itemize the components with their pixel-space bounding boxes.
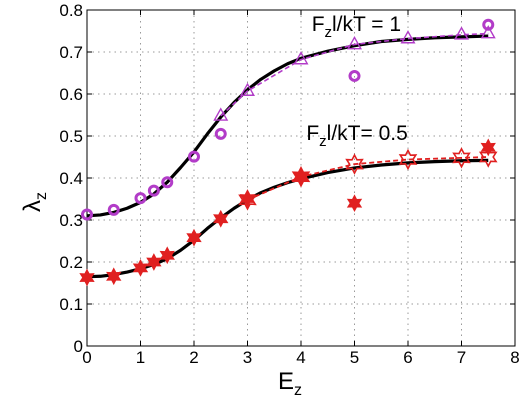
triangle-marker: [480, 25, 496, 39]
filled-star-marker: [132, 259, 149, 277]
filled-star-marker: [159, 246, 175, 265]
y-axis-label: λz: [19, 192, 50, 212]
x-tick-label: 5: [350, 348, 359, 367]
circle-marker: [81, 208, 93, 221]
series-annotation: Fzl/kT= 0.5: [306, 122, 407, 150]
series-filled-stars-0.5: [79, 138, 496, 287]
circle-marker: [214, 127, 227, 140]
y-tick-label: 0.2: [59, 253, 83, 272]
y-tick-label: 0: [74, 337, 83, 356]
x-tick-label: 6: [403, 348, 412, 367]
filled-star-marker: [186, 228, 202, 247]
y-tick-label: 0.7: [59, 43, 83, 62]
series-annotation: Fzl/kT = 1: [312, 13, 401, 41]
y-tick-label: 0.1: [59, 295, 83, 314]
x-tick-label: 7: [457, 348, 466, 367]
star-outline-marker: [398, 148, 418, 171]
circle-marker: [107, 203, 120, 216]
circle-marker: [134, 192, 147, 205]
triangle-marker: [400, 30, 416, 44]
ticks-layer: [86, 9, 516, 347]
star-outline-marker: [478, 146, 498, 168]
filled-star-marker: [346, 194, 363, 213]
series-dashed-star-outline-0.5: [238, 146, 498, 211]
filled-star-marker: [293, 167, 309, 186]
annotations-layer: Fzl/kT = 1 Fzl/kT= 0.5: [306, 13, 407, 150]
y-tick-label: 0.5: [59, 127, 83, 146]
series-line: [86, 34, 489, 218]
series-circles-1: [81, 18, 495, 221]
x-tick-label: 3: [243, 348, 252, 367]
series-layer: [79, 18, 498, 287]
triangle-marker: [347, 36, 362, 50]
x-tick-labels: 0 1 2 3 4 5 6 7 8: [82, 348, 519, 367]
filled-star-marker: [106, 267, 122, 286]
series-dashed-triangles-1: [213, 25, 496, 121]
triangle-marker: [240, 82, 255, 96]
triangle-marker: [293, 51, 309, 65]
star-outline-marker: [452, 147, 471, 169]
triangle-marker: [454, 26, 469, 40]
circle-marker: [348, 69, 361, 82]
circle-marker: [161, 176, 174, 189]
y-tick-label: 0.3: [59, 211, 83, 230]
grid-layer: [87, 10, 515, 346]
y-tick-label: 0.8: [59, 1, 83, 20]
series-line: [220, 32, 489, 117]
x-tick-label: 2: [189, 348, 198, 367]
filled-star-marker: [239, 189, 256, 208]
star-outline-marker: [238, 189, 257, 211]
series-solid-curve-1: [86, 34, 489, 218]
x-tick-label: 0: [82, 348, 91, 367]
circle-marker: [188, 150, 200, 163]
circle-marker: [482, 18, 495, 31]
y-tick-label: 0.6: [59, 85, 83, 104]
filled-star-marker: [213, 209, 229, 228]
x-axis-label: Ez: [278, 368, 302, 399]
star-outline-marker: [291, 166, 311, 188]
y-tick-labels: 0 0.1 0.2 0.3 0.4 0.5 0.6 0.7 0.8: [59, 1, 83, 356]
star-outline-marker: [345, 153, 364, 175]
filled-star-marker: [480, 138, 496, 157]
triangle-marker: [213, 107, 229, 121]
filled-star-marker: [79, 268, 95, 287]
x-tick-label: 4: [296, 348, 305, 367]
y-tick-label: 0.4: [59, 169, 83, 188]
x-tick-label: 1: [136, 348, 145, 367]
circle-marker: [147, 184, 160, 197]
x-tick-label: 8: [510, 348, 519, 367]
